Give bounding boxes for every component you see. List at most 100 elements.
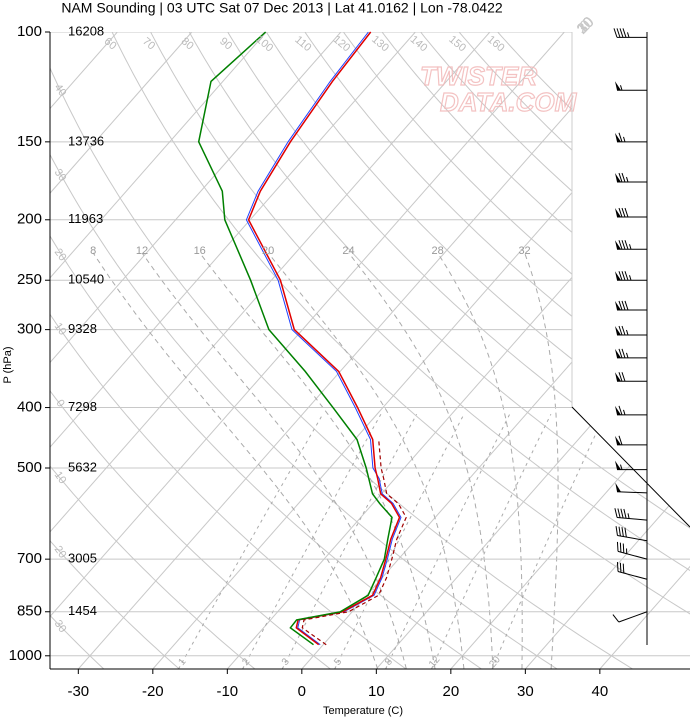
- barb-half: [626, 176, 629, 183]
- barb-feather: [618, 405, 623, 416]
- wind-barb: [615, 172, 647, 183]
- wind-barb: [615, 207, 647, 218]
- dry-adiabat: [50, 32, 633, 669]
- barb-half: [623, 409, 626, 416]
- barb-feather: [618, 132, 623, 143]
- dry-adiabat-label: 20: [52, 246, 69, 263]
- barb-feather: [616, 562, 619, 572]
- barb-feather: [613, 28, 618, 38]
- barb-feather: [624, 300, 629, 311]
- barb-feather: [612, 614, 620, 623]
- y-tick-label: 400: [17, 399, 42, 416]
- moist-adiabat: [348, 252, 494, 669]
- wind-barb: [614, 508, 648, 521]
- barb-pennant: [615, 460, 621, 470]
- barb-feather: [621, 527, 624, 537]
- wind-barb: [615, 348, 647, 359]
- barb-feather: [621, 325, 626, 336]
- moist-adiabat: [437, 252, 523, 669]
- barb-feather: [616, 28, 621, 38]
- barb-shaft: [618, 611, 648, 623]
- dry-adiabat-label: 40: [52, 82, 69, 99]
- y-tick-label: 100: [17, 23, 42, 40]
- barb-pennant: [615, 482, 622, 492]
- dry-adiabat: [420, 32, 690, 669]
- x-axis-label: Temperature (C): [323, 705, 403, 717]
- mixing-ratio-label: 3: [280, 656, 292, 668]
- dry-adiabat-label: 30: [52, 618, 69, 635]
- wind-barb: [615, 325, 647, 336]
- dry-adiabat: [381, 32, 690, 669]
- barb-feather: [615, 526, 618, 536]
- moist-adiabat: [92, 252, 379, 669]
- x-tick-label: -30: [67, 683, 89, 700]
- barb-half: [623, 136, 626, 142]
- x-tick-label: 0: [298, 683, 306, 700]
- isotherm: [50, 32, 416, 669]
- height-label: 11963: [68, 211, 103, 226]
- isotherm: [50, 32, 565, 669]
- wind-barb: [616, 541, 648, 560]
- barb-pennant: [615, 348, 621, 358]
- barb-half: [627, 32, 630, 38]
- barb-feather: [624, 527, 627, 538]
- barb-pennant: [615, 208, 621, 218]
- y-tick-label: 300: [17, 321, 42, 338]
- barb-feather: [621, 348, 626, 359]
- watermark: DATA.COM: [440, 87, 578, 117]
- moist-adiabat: [141, 252, 407, 669]
- wind-barb: [613, 28, 647, 38]
- barb-half: [620, 464, 623, 470]
- y-tick-label: 200: [17, 211, 42, 228]
- moist-adiabat-label: 20: [262, 245, 274, 257]
- barb-feather: [618, 172, 623, 183]
- x-tick-label: 30: [517, 683, 534, 700]
- barb-feather: [617, 508, 621, 518]
- y-axis-label: P (hPa): [2, 346, 14, 383]
- moist-adiabat-label: 28: [431, 245, 443, 257]
- barb-half: [626, 329, 629, 336]
- moist-adiabat-label: 32: [518, 245, 530, 257]
- barb-feather: [618, 526, 621, 537]
- barb-half: [620, 85, 623, 91]
- x-tick-label: 10: [368, 683, 385, 700]
- barb-half: [629, 275, 632, 281]
- barb-feather: [618, 435, 623, 445]
- profile-line: [301, 439, 407, 646]
- height-label: 10540: [68, 272, 104, 287]
- dry-adiabat-label: 10: [52, 469, 69, 486]
- barb-feather: [621, 372, 626, 382]
- profile-line: [197, 31, 393, 646]
- barb-feather: [614, 508, 618, 518]
- barb-pennant: [615, 132, 621, 142]
- dry-adiabat: [150, 32, 690, 669]
- barb-shaft: [617, 535, 648, 542]
- isotherm: [77, 32, 640, 669]
- height-label: 5632: [68, 459, 97, 474]
- barb-feather: [622, 28, 627, 38]
- barb-pennant: [615, 271, 621, 281]
- moist-adiabat: [267, 252, 465, 669]
- barb-shaft: [617, 491, 648, 494]
- panel-divider: [571, 406, 690, 528]
- x-tick-label: 20: [442, 683, 459, 700]
- barb-feather: [624, 271, 629, 281]
- height-label: 1454: [68, 603, 97, 618]
- isotherm: [50, 32, 491, 669]
- barb-feather: [618, 372, 623, 382]
- y-tick-label: 150: [17, 133, 42, 150]
- height-label: 7298: [68, 399, 97, 414]
- wind-barb: [615, 460, 647, 471]
- barb-feather: [622, 543, 625, 553]
- dry-adiabat: [50, 32, 256, 669]
- moist-adiabat-label: 12: [136, 245, 148, 257]
- height-label: 16208: [68, 23, 104, 38]
- wind-barb: [612, 611, 648, 623]
- barb-feather: [619, 562, 622, 573]
- moist-adiabat: [199, 252, 436, 669]
- profile-line: [247, 31, 401, 646]
- mixing-ratio-line: [334, 413, 465, 669]
- x-tick-label: 40: [592, 683, 609, 700]
- moist-adiabat-label: 16: [194, 245, 206, 257]
